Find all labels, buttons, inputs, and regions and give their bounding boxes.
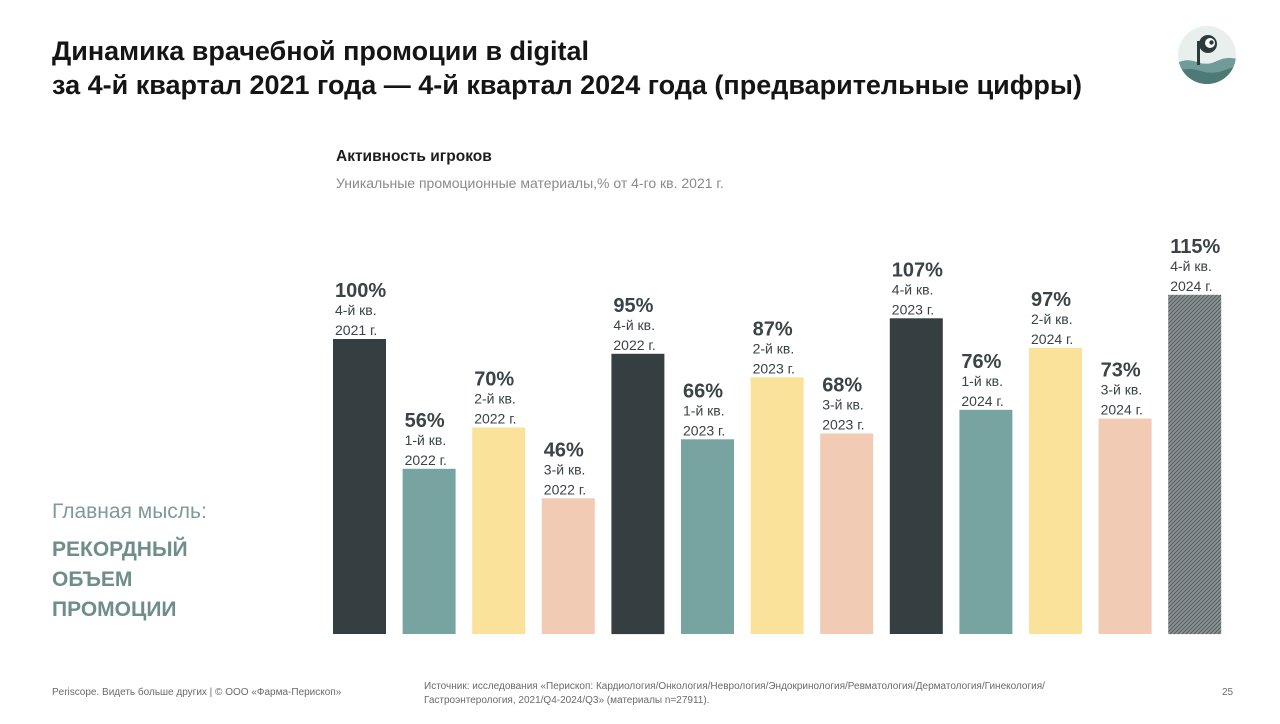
bar-2 <box>402 468 456 634</box>
bar-value-label-9: 107% <box>892 259 943 281</box>
bar-value-label-10: 76% <box>961 351 1001 373</box>
bar-value-label-8: 68% <box>822 374 862 396</box>
bar-value-label-4: 46% <box>544 439 584 461</box>
insight-line-2: ОБЪЕМ <box>52 568 133 591</box>
footer-source-line-2: Гастроэнтерология, 2021/Q4-2024/Q3» (мат… <box>424 695 710 706</box>
bar-12 <box>1098 418 1152 634</box>
bar-category-label-1-line-1: 4-й кв. <box>335 302 377 318</box>
bar-category-label-11-line-2: 2024 г. <box>1031 331 1073 347</box>
bar-8 <box>820 433 874 634</box>
bar-category-label-8-line-2: 2023 г. <box>822 416 864 432</box>
bar-category-label-12-line-1: 3-й кв. <box>1101 382 1143 398</box>
chart-title: Активность игроков <box>336 148 492 165</box>
bar-3 <box>472 427 526 634</box>
bar-value-label-7: 87% <box>753 318 793 340</box>
bar-category-label-9-line-1: 4-й кв. <box>892 281 934 297</box>
bar-value-label-5: 95% <box>613 295 653 317</box>
bar-category-label-13-line-1: 4-й кв. <box>1170 258 1212 274</box>
page-title: Динамика врачебной промоции в digital за… <box>52 34 1152 102</box>
bar-category-label-5-line-1: 4-й кв. <box>613 317 655 333</box>
bar-5 <box>611 353 665 635</box>
bar-9 <box>889 318 943 634</box>
insight-line-3: ПРОМОЦИИ <box>52 598 177 621</box>
bar-category-label-13-line-2: 2024 г. <box>1170 278 1212 294</box>
bar-13 <box>1168 294 1222 635</box>
bar-category-label-9-line-2: 2023 г. <box>892 301 934 317</box>
bar-category-label-7-line-2: 2023 г. <box>753 360 795 376</box>
bar-category-label-11-line-1: 2-й кв. <box>1031 311 1073 327</box>
bar-value-label-13: 115% <box>1170 236 1220 258</box>
bar-value-label-1: 100% <box>335 280 386 302</box>
insight-line-1: РЕКОРДНЫЙ <box>52 538 188 561</box>
periscope-logo-icon <box>1178 26 1236 84</box>
bar-category-label-6-line-1: 1-й кв. <box>683 402 725 418</box>
bar-value-label-12: 73% <box>1101 360 1141 382</box>
insight-label: Главная мысль: <box>52 500 207 523</box>
bar-category-label-10-line-2: 2024 г. <box>961 393 1003 409</box>
bar-category-label-6-line-2: 2023 г. <box>683 422 725 438</box>
bar-category-label-2-line-2: 2022 г. <box>405 452 447 468</box>
bar-category-label-7-line-1: 2-й кв. <box>753 340 795 356</box>
bar-category-label-3-line-1: 2-й кв. <box>474 391 516 407</box>
footer-source-line-1: Источник: исследования «Перископ: Кардио… <box>424 681 1045 692</box>
insight-text: РЕКОРДНЫЙ ОБЪЕМ ПРОМОЦИИ <box>52 535 282 625</box>
bar-category-label-4-line-1: 3-й кв. <box>544 461 586 477</box>
bar-category-label-1-line-2: 2021 г. <box>335 322 377 338</box>
bar-value-label-11: 97% <box>1031 289 1071 311</box>
footer-source: Источник: исследования «Перископ: Кардио… <box>424 680 1164 708</box>
bar-category-label-3-line-2: 2022 г. <box>474 411 516 427</box>
bar-4 <box>541 498 595 634</box>
bar-11 <box>1029 347 1082 634</box>
bar-category-label-10-line-1: 1-й кв. <box>961 373 1003 389</box>
chart-subtitle: Уникальные промоционные материалы,% от 4… <box>336 175 724 191</box>
bar-10 <box>959 409 1013 634</box>
page-number: 25 <box>1222 687 1234 698</box>
bar-category-label-4-line-2: 2022 г. <box>544 481 586 497</box>
bar-value-label-6: 66% <box>683 380 723 402</box>
bar-category-label-2-line-1: 1-й кв. <box>405 432 447 448</box>
bar-category-label-8-line-1: 3-й кв. <box>822 396 864 412</box>
title-line-2: за 4-й квартал 2021 года — 4-й квартал 2… <box>52 70 1082 100</box>
bar-category-label-12-line-2: 2024 г. <box>1101 402 1143 418</box>
bar-7 <box>750 377 804 634</box>
bar-1 <box>333 339 386 634</box>
bar-6 <box>681 439 734 634</box>
bar-value-label-3: 70% <box>474 369 514 391</box>
bar-value-label-2: 56% <box>405 410 445 432</box>
footer-copyright: Periscope. Видеть больше других | © ООО … <box>52 687 342 698</box>
bar-category-label-5-line-2: 2022 г. <box>613 337 655 353</box>
title-line-1: Динамика врачебной промоции в digital <box>52 36 590 66</box>
